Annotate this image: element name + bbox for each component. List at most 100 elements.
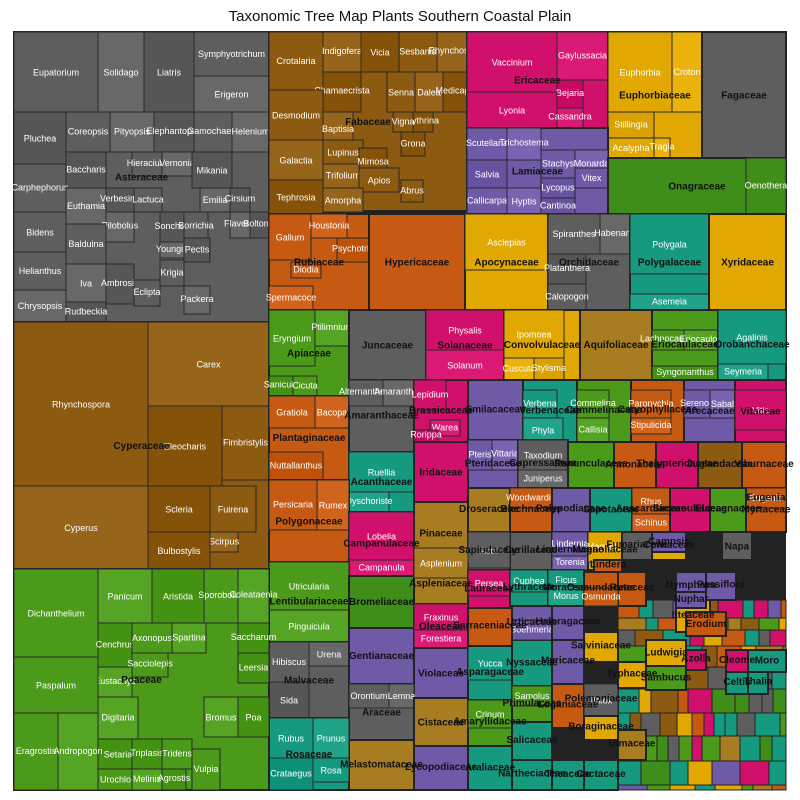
genus-label: Croton (673, 67, 700, 77)
minor-genus-tile (742, 599, 755, 619)
genus-tile (629, 213, 710, 275)
family-label: Cactaceae (576, 769, 626, 780)
minor-genus-tile (617, 617, 647, 631)
genus-label: Asclepias (487, 238, 526, 248)
family-tile (511, 759, 553, 791)
minor-genus-tile (691, 735, 703, 762)
genus-label: Commelina (570, 398, 616, 408)
genus-tile (131, 738, 163, 770)
genus-label: Vittaria (491, 449, 519, 459)
genus-label: Leersia (239, 663, 269, 673)
genus-tile (310, 213, 348, 239)
genus-tile (290, 261, 322, 279)
family-label: Erodium (686, 619, 727, 630)
family-tile (579, 309, 653, 381)
genus-label: Liatris (157, 68, 182, 78)
genus-tile (203, 568, 239, 624)
genus-tile (413, 379, 447, 411)
genus-label: Schinus (635, 518, 668, 528)
genus-label: Phyla (532, 425, 555, 435)
genus-tile (382, 379, 415, 407)
genus-tile (171, 622, 207, 654)
genus-tile (65, 151, 107, 189)
genus-label: Ambrosia (101, 278, 139, 288)
family-label: Lentibulariaceae (270, 597, 349, 608)
genus-label: Andropogon (53, 746, 102, 756)
genus-tile (133, 187, 163, 213)
genus-tile (506, 187, 542, 215)
family-label: Brassicaceae (409, 405, 473, 416)
family-label: Celtis (723, 677, 751, 688)
genus-tile (314, 309, 350, 347)
genus-label: Vicia (370, 48, 389, 58)
genus-tile (671, 31, 703, 113)
family-juglandaceae (697, 441, 743, 489)
genus-tile (506, 127, 542, 161)
genus-label: Seymeria (724, 366, 762, 376)
minor-genus-tile (638, 688, 652, 714)
family-tile (669, 487, 711, 533)
genus-label: Urena (317, 649, 342, 659)
genus-tile (467, 645, 513, 681)
family-label: Cupressaceae (509, 458, 577, 469)
family-tile (721, 531, 753, 561)
genus-label: Agrostis (158, 773, 191, 783)
genus-label: Cuphea (513, 576, 545, 586)
genus-label: Alternanthera (339, 387, 393, 397)
family-tile (621, 531, 653, 561)
family-label: Iridaceae (419, 467, 463, 478)
genus-label: Calopogon (545, 291, 589, 301)
family-label: Oleaceae (419, 622, 463, 633)
genus-tile (161, 738, 193, 770)
genus-label: Dichanthelium (27, 609, 84, 619)
genus-tile (322, 187, 364, 213)
minor-genus-tile (667, 735, 680, 762)
genus-label: Fraxinus (424, 613, 459, 623)
minor-genus-tile (769, 629, 787, 647)
minor-genus-tile (617, 784, 648, 791)
family-haloragaceae (551, 605, 585, 641)
genus-label: Paspalum (36, 681, 76, 691)
minor-genus-tile (659, 712, 678, 737)
genus-label: Verbena (523, 399, 557, 409)
genus-label: Urochloa (100, 775, 136, 785)
minor-genus-tile (741, 784, 754, 791)
genus-label: Carphephorus (11, 182, 69, 192)
family-label: Ulmaceae (609, 739, 656, 750)
minor-genus-tile (727, 617, 742, 631)
family-tile (583, 631, 619, 663)
family-label: Pinaceae (419, 529, 463, 540)
genus-tile (191, 748, 221, 791)
genus-tile (522, 389, 558, 419)
genus-label: Cuscuta (502, 363, 535, 373)
genus-label: Psychotria (332, 244, 374, 254)
minor-genus-tile (779, 712, 787, 737)
family-polygonaceae: Persicaria Rumex (268, 479, 350, 563)
genus-label: Forestiera (421, 634, 462, 644)
genus-label: Packera (180, 294, 213, 304)
family-passiflora (705, 571, 737, 601)
genus-tile (467, 439, 493, 471)
genus-label: Habenaria (594, 228, 636, 238)
genus-label: Bacopa (317, 407, 348, 417)
family-label: Verbenaceae (519, 406, 581, 417)
genus-label: Triplasis (130, 748, 164, 758)
genus-label: Vitex (582, 173, 602, 183)
family-label: Sapindaceae (458, 545, 520, 556)
minor-genus-tile (778, 617, 787, 631)
genus-tile (556, 79, 584, 109)
genus-label: Cenchrus (96, 639, 135, 649)
genus-label: Rhus (640, 497, 662, 507)
genus-tile (13, 321, 149, 487)
genus-label: Axonopus (132, 633, 173, 643)
minor-genus-tile (669, 760, 689, 786)
family-tile (709, 487, 747, 533)
genus-label: Aristida (163, 592, 193, 602)
genus-tile (13, 568, 99, 658)
family-label: Cyperaceae (113, 441, 170, 452)
family-tile (645, 639, 687, 667)
genus-label: Erigeron (214, 90, 248, 100)
family-label: Nymphaea (666, 580, 717, 591)
genus-label: Vulpia (194, 764, 219, 774)
